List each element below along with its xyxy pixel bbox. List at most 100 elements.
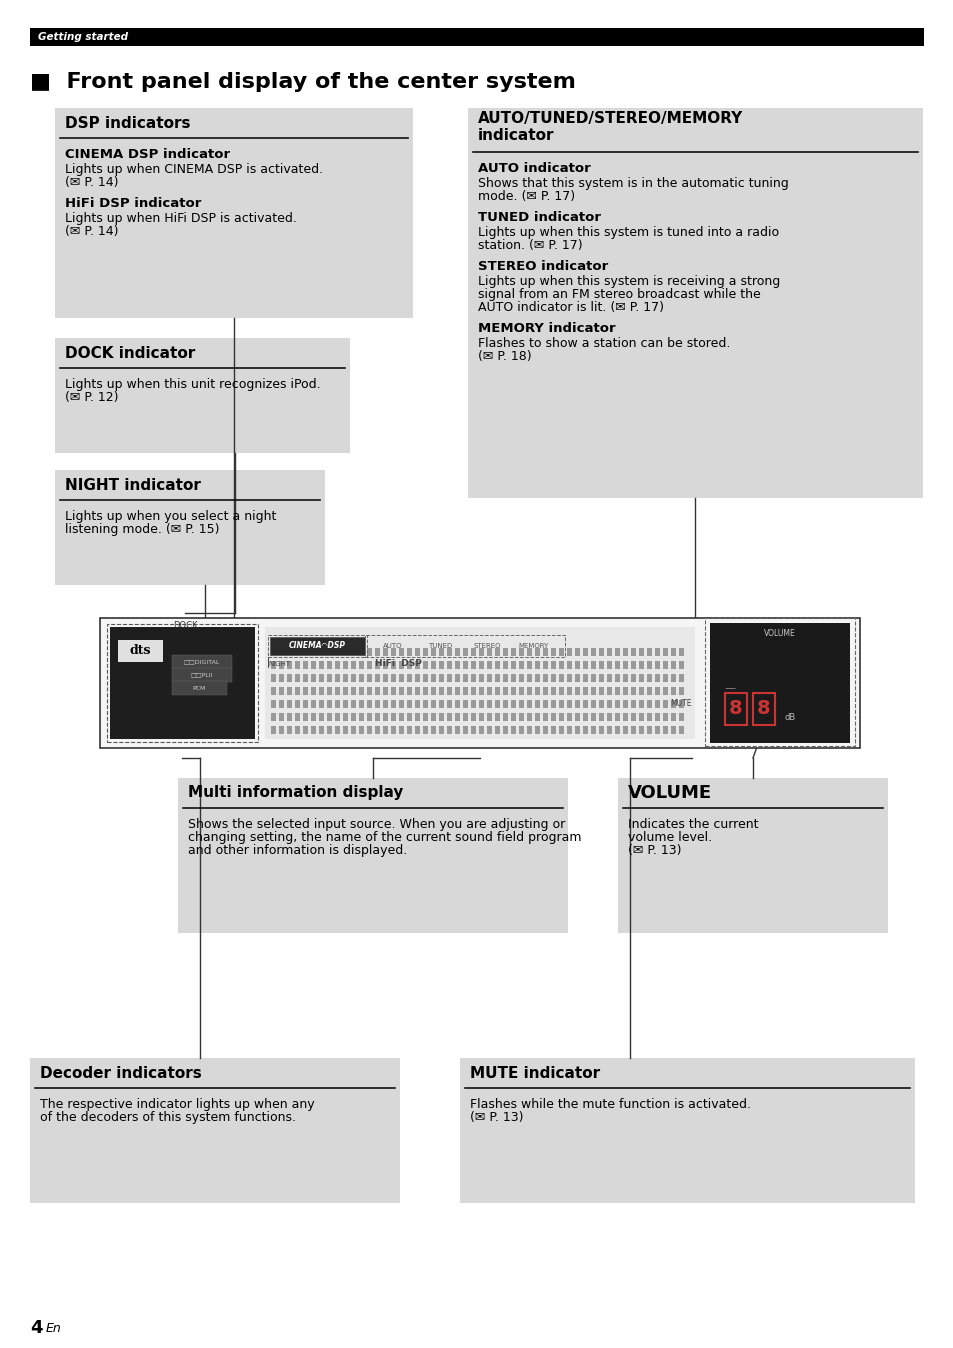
Bar [382, 674, 388, 682]
Bar [55, 108, 413, 318]
Text: and other information is displayed.: and other information is displayed. [188, 844, 407, 857]
Bar [582, 661, 587, 669]
Bar [582, 674, 587, 682]
Bar [351, 674, 355, 682]
Bar [271, 648, 275, 656]
Bar [502, 713, 507, 721]
Text: The respective indicator lights up when any: The respective indicator lights up when … [40, 1099, 314, 1111]
Bar [278, 687, 284, 696]
Bar [415, 727, 419, 735]
Bar [367, 687, 372, 696]
Bar [752, 693, 774, 725]
Bar [558, 661, 563, 669]
Bar [486, 713, 492, 721]
Bar [172, 655, 232, 669]
Bar [459, 1058, 914, 1202]
Bar [278, 713, 284, 721]
Bar [551, 687, 556, 696]
Bar [278, 674, 284, 682]
Bar [535, 687, 539, 696]
Bar [407, 674, 412, 682]
Bar [551, 700, 556, 708]
Text: DOCK: DOCK [172, 621, 197, 631]
Text: (✉ P. 12): (✉ P. 12) [65, 391, 118, 404]
Bar [294, 687, 299, 696]
Bar [294, 674, 299, 682]
Bar [358, 661, 364, 669]
Bar [358, 713, 364, 721]
Bar [535, 700, 539, 708]
Bar [646, 727, 651, 735]
Bar [471, 700, 476, 708]
Bar [318, 661, 324, 669]
Bar [382, 713, 388, 721]
Bar [655, 674, 659, 682]
Bar [318, 727, 324, 735]
Bar [327, 674, 332, 682]
Bar [375, 713, 379, 721]
Text: ■  Front panel display of the center system: ■ Front panel display of the center syst… [30, 71, 576, 92]
Bar [351, 700, 355, 708]
Bar [558, 700, 563, 708]
Bar [438, 674, 443, 682]
Bar [415, 648, 419, 656]
Bar [558, 648, 563, 656]
Bar [511, 674, 516, 682]
Bar [287, 713, 292, 721]
Bar [670, 713, 676, 721]
Bar [287, 727, 292, 735]
Bar [375, 674, 379, 682]
Bar [271, 700, 275, 708]
Bar [582, 648, 587, 656]
Text: 8: 8 [757, 700, 770, 718]
Text: DSP indicators: DSP indicators [65, 116, 191, 131]
Bar [462, 727, 468, 735]
Bar [335, 700, 339, 708]
Bar [107, 624, 257, 741]
Bar [630, 700, 636, 708]
Bar [575, 674, 579, 682]
Text: Indicates the current: Indicates the current [627, 818, 758, 830]
Bar [468, 108, 923, 497]
Bar [335, 648, 339, 656]
Text: Shows the selected input source. When you are adjusting or: Shows the selected input source. When yo… [188, 818, 565, 830]
Bar [590, 674, 596, 682]
Bar [615, 648, 619, 656]
Bar [287, 700, 292, 708]
Text: indicator: indicator [477, 128, 554, 143]
Bar [422, 700, 428, 708]
Bar [471, 727, 476, 735]
Bar [431, 687, 436, 696]
Text: (✉ P. 13): (✉ P. 13) [470, 1111, 523, 1124]
Bar [303, 661, 308, 669]
Bar [271, 687, 275, 696]
Bar [679, 687, 683, 696]
Bar [455, 700, 459, 708]
Bar [318, 700, 324, 708]
Bar [639, 727, 643, 735]
Bar [335, 687, 339, 696]
Bar [655, 713, 659, 721]
Bar [431, 700, 436, 708]
Bar [662, 661, 667, 669]
Bar [486, 700, 492, 708]
Bar [639, 648, 643, 656]
Bar [438, 648, 443, 656]
Bar [343, 700, 348, 708]
Bar [30, 28, 923, 46]
Bar [311, 674, 315, 682]
Bar [478, 674, 483, 682]
Text: AUTO indicator is lit. (✉ P. 17): AUTO indicator is lit. (✉ P. 17) [477, 301, 663, 314]
Bar [511, 727, 516, 735]
Text: MUTE indicator: MUTE indicator [470, 1065, 599, 1081]
Bar [367, 648, 372, 656]
Bar [398, 674, 403, 682]
Bar [486, 661, 492, 669]
Text: AUTO indicator: AUTO indicator [477, 162, 590, 175]
Text: MUTE: MUTE [670, 698, 691, 708]
Bar [335, 674, 339, 682]
Bar [391, 648, 395, 656]
Bar [590, 661, 596, 669]
Bar [566, 648, 572, 656]
Bar [615, 700, 619, 708]
